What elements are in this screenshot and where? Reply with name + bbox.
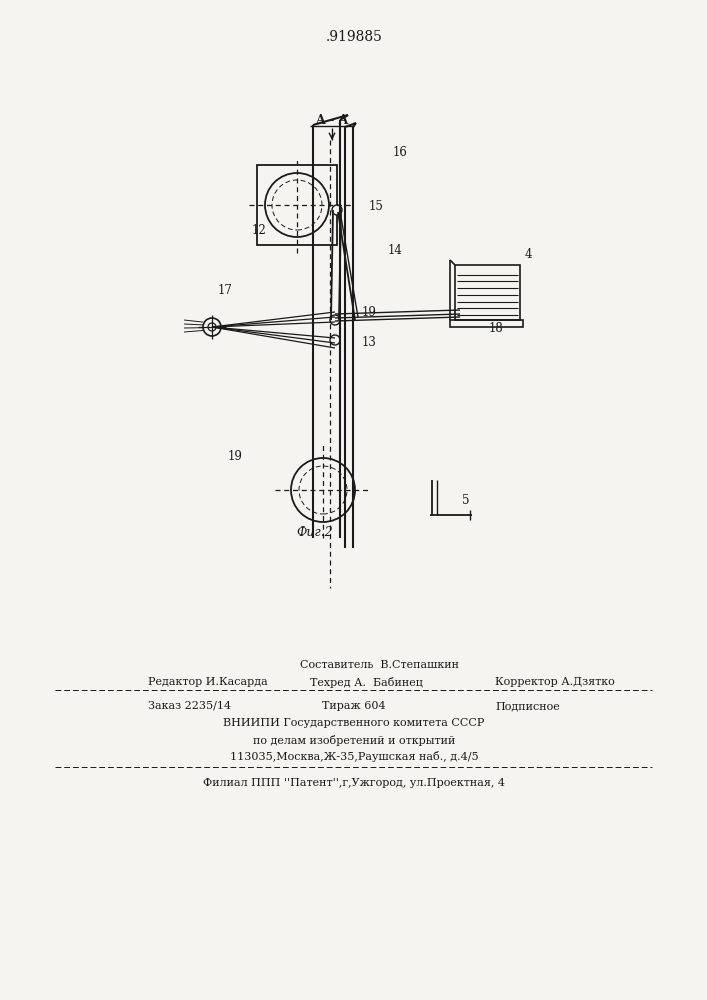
Circle shape (330, 315, 340, 325)
Text: Заказ 2235/14: Заказ 2235/14 (148, 701, 231, 711)
Text: Фиг.2: Фиг.2 (297, 526, 334, 540)
Text: 4: 4 (525, 248, 532, 261)
Text: Филиал ППП ''Патент'',г,Ужгород, ул.Проектная, 4: Филиал ППП ''Патент'',г,Ужгород, ул.Прое… (203, 778, 505, 788)
Text: A - A: A - A (315, 113, 349, 126)
Bar (450, 320, 523, 327)
Text: 17: 17 (218, 284, 233, 296)
Text: 12: 12 (252, 224, 267, 236)
Text: Редактор И.Касарда: Редактор И.Касарда (148, 677, 268, 687)
Text: по делам изобретений и открытий: по делам изобретений и открытий (253, 734, 455, 746)
Text: Составитель  В.Степашкин: Составитель В.Степашкин (300, 660, 460, 670)
Circle shape (208, 323, 216, 331)
Text: 113035,Москва,Ж-35,Раушская наб., д.4/5: 113035,Москва,Ж-35,Раушская наб., д.4/5 (230, 752, 479, 762)
Text: Подписное: Подписное (495, 701, 560, 711)
Text: 14: 14 (388, 243, 403, 256)
Text: 18: 18 (489, 322, 504, 334)
Text: 16: 16 (393, 145, 408, 158)
Text: 15: 15 (369, 200, 384, 214)
Text: 19: 19 (228, 450, 243, 464)
Text: Тираж 604: Тираж 604 (322, 701, 385, 711)
Text: .919885: .919885 (325, 30, 382, 44)
Bar (257, 165, 337, 245)
Text: 13: 13 (362, 336, 377, 349)
Bar (455, 265, 520, 320)
Text: 19: 19 (362, 306, 377, 318)
Text: 5: 5 (462, 493, 469, 506)
Circle shape (330, 335, 340, 345)
Text: Корректор А.Дзятко: Корректор А.Дзятко (495, 677, 615, 687)
Text: ВНИИПИ Государственного комитета СССР: ВНИИПИ Государственного комитета СССР (223, 718, 485, 728)
Circle shape (332, 205, 342, 215)
Text: Техред А.  Бабинец: Техред А. Бабинец (310, 676, 423, 688)
